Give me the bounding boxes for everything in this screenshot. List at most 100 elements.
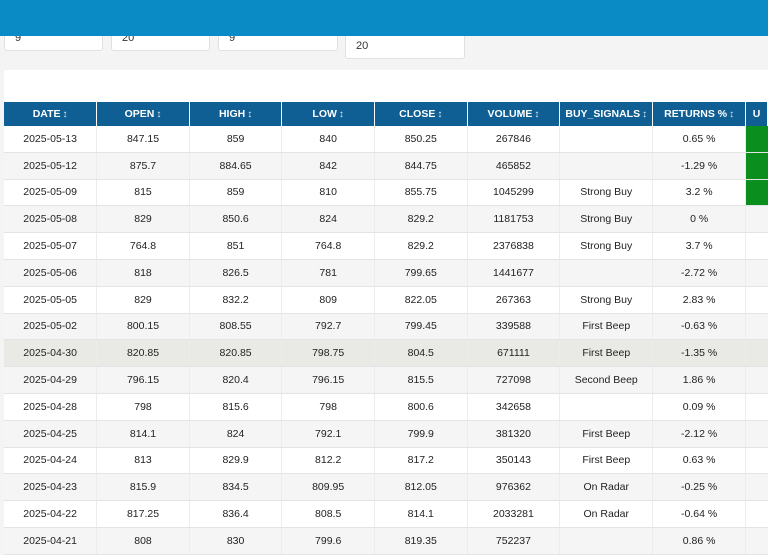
- column-header-label: CLOSE: [399, 108, 436, 120]
- column-header-buy-signals[interactable]: BUY_SIGNALS ↕: [559, 102, 654, 126]
- cell-date: 2025-05-13: [4, 126, 98, 153]
- column-header-volume[interactable]: VOLUME ↕: [467, 102, 561, 126]
- cell-returns: -0.63 %: [652, 313, 747, 341]
- status-indicator-cell: [745, 205, 768, 234]
- cell-high: 859: [189, 179, 283, 207]
- cell-high: 859: [189, 126, 283, 153]
- table-row[interactable]: 2025-04-29 796.15 820.4 796.15 815.5 727098 Se…: [4, 366, 768, 394]
- cell-date: 2025-05-02: [4, 313, 98, 341]
- cell-date: 2025-04-30: [4, 339, 98, 368]
- cell-close: 844.75: [374, 152, 468, 180]
- cell-returns: -0.64 %: [652, 500, 747, 528]
- cell-signal: First Beep: [559, 313, 654, 341]
- cell-returns: -1.35 %: [652, 339, 747, 368]
- cell-open: 764.8: [96, 232, 190, 260]
- status-indicator-cell: [745, 420, 768, 448]
- cell-low: 792.7: [281, 313, 375, 341]
- sort-arrows-icon[interactable]: ↕: [729, 109, 735, 120]
- sort-arrows-icon[interactable]: ↕: [156, 109, 162, 120]
- cell-high: 815.6: [189, 393, 283, 421]
- cell-high: 832.2: [189, 286, 283, 314]
- table-row[interactable]: 2025-05-07 764.8 851 764.8 829.2 2376838 Stron…: [4, 232, 768, 260]
- cell-volume: 1045299: [467, 179, 561, 207]
- cell-date: 2025-05-08: [4, 205, 98, 234]
- column-header-close[interactable]: CLOSE ↕: [374, 102, 468, 126]
- table-header-row: DATE ↕ OPEN ↕ HIGH ↕ LOW ↕ CLOSE ↕ VOLUME ↕ BUY_SIGN…: [4, 102, 768, 126]
- table-row[interactable]: 2025-05-13 847.15 859 840 850.25 267846 0.65 %: [4, 126, 768, 153]
- cell-volume: 671111: [467, 339, 561, 368]
- cell-close: 799.9: [374, 420, 468, 448]
- cell-returns: -1.29 %: [652, 152, 747, 180]
- cell-open: 847.15: [96, 126, 190, 153]
- table-row[interactable]: 2025-05-02 800.15 808.55 792.7 799.45 339588 F…: [4, 313, 768, 341]
- cell-volume: 381320: [467, 420, 561, 448]
- column-header-returns[interactable]: RETURNS % ↕: [652, 102, 747, 126]
- status-indicator-cell: [745, 259, 768, 287]
- sort-arrows-icon[interactable]: ↕: [62, 109, 68, 120]
- cell-close: 817.2: [374, 447, 468, 475]
- sort-arrows-icon[interactable]: ↕: [338, 109, 344, 120]
- cell-date: 2025-05-05: [4, 286, 98, 314]
- cell-low: 781: [281, 259, 375, 287]
- cell-date: 2025-04-23: [4, 473, 98, 502]
- column-header-open[interactable]: OPEN ↕: [96, 102, 190, 126]
- cell-date: 2025-05-06: [4, 259, 98, 287]
- table-row[interactable]: 2025-05-12 875.7 884.65 842 844.75 465852 -1.2…: [4, 152, 768, 180]
- cell-close: 812.05: [374, 473, 468, 502]
- column-header-date[interactable]: DATE ↕: [4, 102, 98, 126]
- sort-arrows-icon[interactable]: ↕: [437, 109, 443, 120]
- table-row[interactable]: 2025-04-28 798 815.6 798 800.6 342658 0.09 %: [4, 393, 768, 421]
- cell-signal: Second Beep: [559, 366, 654, 394]
- cell-date: 2025-05-07: [4, 232, 98, 260]
- table-row[interactable]: 2025-05-05 829 832.2 809 822.05 267363 Strong …: [4, 286, 768, 314]
- cell-signal: First Beep: [559, 339, 654, 368]
- sort-arrows-icon[interactable]: ↕: [642, 109, 648, 120]
- status-indicator-cell: [745, 152, 768, 180]
- table-row[interactable]: 2025-05-08 829 850.6 824 829.2 1181753 Strong …: [4, 205, 768, 234]
- table-row[interactable]: 2025-05-09 815 859 810 855.75 1045299 Strong B…: [4, 179, 768, 207]
- cell-close: 819.35: [374, 527, 468, 555]
- cell-open: 814.1: [96, 420, 190, 448]
- table-row[interactable]: 2025-04-21 808 830 799.6 819.35 752237 0.86 %: [4, 527, 768, 555]
- column-header-low[interactable]: LOW ↕: [281, 102, 375, 126]
- cell-open: 829: [96, 286, 190, 314]
- cell-date: 2025-04-24: [4, 447, 98, 475]
- table-row[interactable]: 2025-04-23 815.9 834.5 809.95 812.05 976362 On…: [4, 473, 768, 502]
- status-indicator-cell: [745, 500, 768, 528]
- cell-signal: [559, 393, 654, 421]
- table-row[interactable]: 2025-04-30 820.85 820.85 798.75 804.5 671111 F…: [4, 339, 768, 368]
- table-row[interactable]: 2025-05-06 818 826.5 781 799.65 1441677 -2.72 …: [4, 259, 768, 287]
- cell-close: 804.5: [374, 339, 468, 368]
- cell-signal: First Beep: [559, 420, 654, 448]
- cell-volume: 752237: [467, 527, 561, 555]
- table-row[interactable]: 2025-04-24 813 829.9 812.2 817.2 350143 First …: [4, 447, 768, 475]
- column-header-label: OPEN: [124, 108, 155, 120]
- cell-volume: 2376838: [467, 232, 561, 260]
- cell-high: 820.4: [189, 366, 283, 394]
- status-indicator-cell: [745, 527, 768, 555]
- cell-volume: 267846: [467, 126, 561, 153]
- sort-arrows-icon[interactable]: ↕: [534, 109, 540, 120]
- sort-arrows-icon[interactable]: ↕: [247, 109, 253, 120]
- stock-data-table: DATE ↕ OPEN ↕ HIGH ↕ LOW ↕ CLOSE ↕ VOLUME ↕ BUY_SIGN…: [4, 102, 768, 555]
- status-indicator-cell: [745, 447, 768, 475]
- cell-open: 815.9: [96, 473, 190, 502]
- table-row[interactable]: 2025-04-25 814.1 824 792.1 799.9 381320 First …: [4, 420, 768, 448]
- cell-high: 834.5: [189, 473, 283, 502]
- cell-close: 829.2: [374, 232, 468, 260]
- cell-open: 815: [96, 179, 190, 207]
- cell-low: 808.5: [281, 500, 375, 528]
- column-header-high[interactable]: HIGH ↕: [189, 102, 283, 126]
- cell-open: 800.15: [96, 313, 190, 341]
- column-header-u[interactable]: U: [745, 102, 768, 126]
- cell-volume: 350143: [467, 447, 561, 475]
- cell-high: 808.55: [189, 313, 283, 341]
- cell-date: 2025-04-25: [4, 420, 98, 448]
- cell-close: 829.2: [374, 205, 468, 234]
- cell-date: 2025-04-21: [4, 527, 98, 555]
- table-row[interactable]: 2025-04-22 817.25 836.4 808.5 814.1 2033281 On…: [4, 500, 768, 528]
- cell-returns: -2.12 %: [652, 420, 747, 448]
- cell-signal: Strong Buy: [559, 286, 654, 314]
- cell-signal: First Beep: [559, 447, 654, 475]
- cell-date: 2025-04-29: [4, 366, 98, 394]
